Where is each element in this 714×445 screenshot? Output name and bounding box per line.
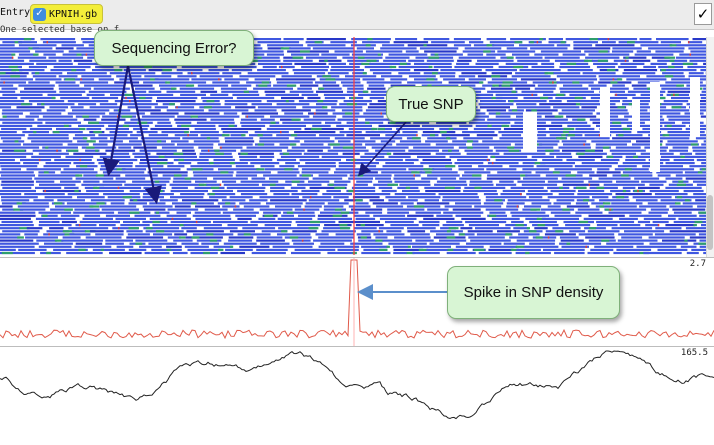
true-snp-callout: True SNP [386, 86, 476, 122]
true-snp-arrow [360, 122, 406, 174]
snp-density-spike-callout: Spike in SNP density [447, 266, 620, 319]
sequencing-error-callout: Sequencing Error? [94, 30, 254, 66]
seq-error-arrow-right [128, 66, 156, 200]
seq-error-arrow-left [109, 66, 128, 172]
